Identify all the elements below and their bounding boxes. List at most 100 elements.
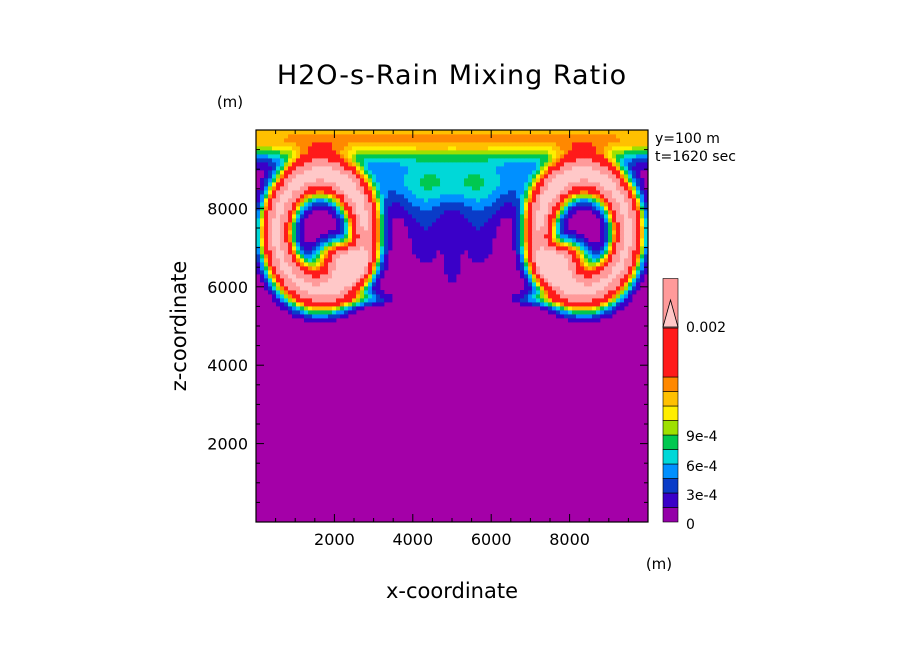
field-cell: [492, 150, 497, 155]
field-cell: [308, 166, 313, 171]
field-cell: [324, 282, 329, 287]
field-cell: [404, 218, 409, 223]
field-cell: [408, 182, 413, 187]
field-cell: [476, 146, 481, 151]
field-cell: [428, 174, 433, 179]
field-cell: [320, 242, 325, 247]
field-cell: [532, 270, 537, 275]
field-cell: [400, 166, 405, 171]
field-cell: [356, 198, 361, 203]
field-cell: [456, 174, 461, 179]
field-cell: [364, 150, 369, 155]
field-cell: [556, 130, 561, 135]
field-cell: [412, 186, 417, 191]
field-cell: [620, 158, 625, 163]
field-cell: [348, 278, 353, 283]
field-cell: [556, 194, 561, 199]
field-cell: [320, 198, 325, 203]
field-cell: [608, 246, 613, 251]
field-cell: [352, 162, 357, 167]
field-cell: [428, 198, 433, 203]
field-cell: [540, 294, 545, 299]
field-cell: [472, 130, 477, 135]
field-cell: [368, 206, 373, 211]
field-cell: [536, 202, 541, 207]
field-cell: [340, 218, 345, 223]
field-cell: [280, 286, 285, 291]
field-cell: [608, 182, 613, 187]
field-cell: [348, 130, 353, 135]
field-cell: [640, 278, 645, 283]
field-cell: [600, 282, 605, 287]
field-cell: [352, 202, 357, 207]
field-cell: [332, 310, 337, 315]
field-cell: [560, 158, 565, 163]
field-cell: [588, 174, 593, 179]
field-cell: [308, 242, 313, 247]
field-cell: [600, 150, 605, 155]
field-cell: [616, 130, 621, 135]
field-cell: [304, 278, 309, 283]
field-cell: [380, 222, 385, 227]
field-cell: [408, 178, 413, 183]
field-cell: [288, 150, 293, 155]
field-cell: [508, 194, 513, 199]
field-cell: [424, 194, 429, 199]
field-cell: [364, 194, 369, 199]
field-cell: [612, 282, 617, 287]
field-cell: [312, 142, 317, 147]
field-cell: [624, 302, 629, 307]
field-cell: [304, 250, 309, 255]
field-cell: [284, 286, 289, 291]
field-cell: [316, 198, 321, 203]
field-cell: [636, 194, 641, 199]
field-cell: [380, 150, 385, 155]
field-cell: [432, 230, 437, 235]
field-cell: [492, 230, 497, 235]
field-cell: [384, 218, 389, 223]
field-cell: [324, 202, 329, 207]
field-cell: [616, 146, 621, 151]
field-cell: [644, 142, 648, 147]
field-cell: [608, 226, 613, 231]
field-cell: [344, 274, 349, 279]
field-cell: [560, 178, 565, 183]
field-cell: [528, 266, 533, 271]
field-cell: [320, 174, 325, 179]
field-cell: [368, 254, 373, 259]
field-cell: [428, 190, 433, 195]
field-cell: [544, 202, 549, 207]
field-cell: [352, 222, 357, 227]
field-cell: [560, 298, 565, 303]
field-cell: [332, 242, 337, 247]
field-cell: [560, 242, 565, 247]
field-cell: [484, 170, 489, 175]
field-cell: [624, 158, 629, 163]
field-cell: [320, 134, 325, 139]
field-cell: [524, 282, 529, 287]
field-cell: [616, 142, 621, 147]
field-cell: [280, 282, 285, 287]
field-cell: [364, 210, 369, 215]
field-cell: [360, 258, 365, 263]
field-cell: [492, 166, 497, 171]
field-cell: [292, 134, 297, 139]
field-cell: [548, 258, 553, 263]
field-cell: [360, 190, 365, 195]
field-cell: [284, 170, 289, 175]
field-cell: [516, 262, 521, 267]
field-cell: [616, 270, 621, 275]
field-cell: [564, 190, 569, 195]
field-cell: [616, 254, 621, 259]
field-cell: [604, 150, 609, 155]
field-cell: [328, 298, 333, 303]
field-cell: [512, 170, 517, 175]
field-cell: [288, 270, 293, 275]
field-cell: [444, 130, 449, 135]
field-cell: [588, 206, 593, 211]
field-cell: [636, 206, 641, 211]
field-cell: [312, 314, 317, 319]
field-cell: [480, 178, 485, 183]
field-cell: [604, 154, 609, 159]
field-cell: [324, 138, 329, 143]
